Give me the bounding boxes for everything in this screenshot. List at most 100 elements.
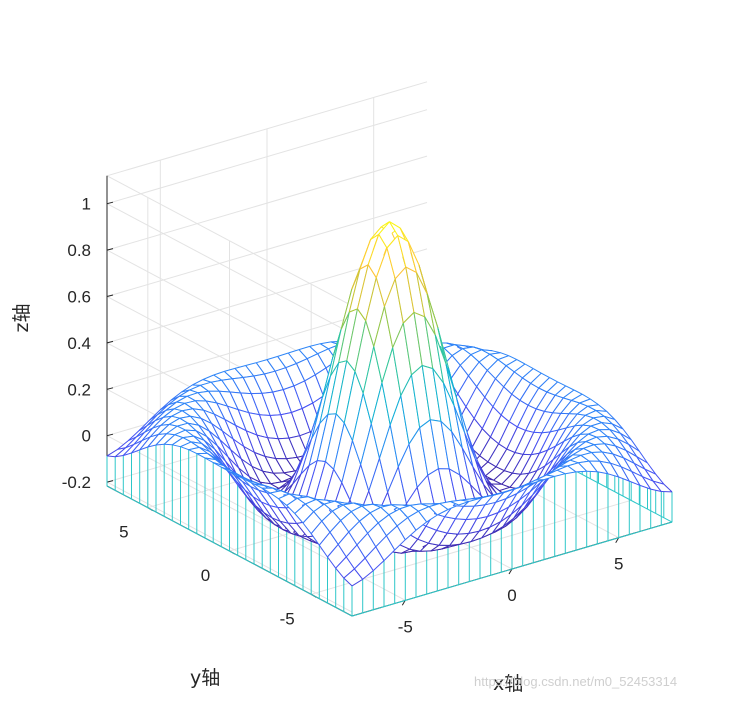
mesh-edge [343, 568, 355, 579]
mesh-face [474, 397, 493, 429]
mesh-face [203, 410, 223, 432]
mesh-edge [489, 352, 501, 355]
mesh-face [311, 375, 331, 439]
mesh-face [163, 408, 183, 418]
mesh-edge [450, 499, 462, 502]
mesh-edge [468, 530, 480, 534]
mesh-edge [555, 440, 565, 447]
mesh-edge [558, 446, 571, 462]
mesh-edge [397, 443, 410, 468]
mesh-edge [217, 445, 227, 462]
mesh-edge [481, 532, 493, 539]
mesh-edge [216, 402, 228, 407]
mesh-edge [462, 348, 472, 356]
mesh-edge [511, 393, 521, 401]
mesh-edge [401, 548, 410, 554]
mesh-edge [270, 481, 282, 485]
mesh-edge [392, 347, 402, 396]
mesh-edge [590, 422, 602, 427]
mesh-face [164, 434, 183, 445]
mesh-face [443, 383, 463, 449]
mesh-edge [427, 468, 439, 476]
mesh-edge [146, 414, 159, 426]
mesh-edge [595, 410, 605, 417]
mesh-edge [617, 438, 627, 451]
mesh-edge [291, 412, 301, 436]
mesh-face [333, 422, 353, 483]
mesh-face [522, 482, 541, 506]
mesh-edge [254, 452, 264, 472]
mesh-face [435, 335, 455, 407]
mesh-edge [591, 452, 601, 462]
mesh-edge [500, 414, 510, 423]
mesh-edge [503, 371, 515, 388]
mesh-edge [254, 452, 266, 457]
mesh-face [623, 458, 643, 477]
mesh-edge [208, 430, 221, 441]
mesh-edge [351, 268, 361, 290]
mesh-edge [527, 404, 537, 410]
mesh-edge [522, 377, 531, 384]
mesh-edge [495, 492, 505, 503]
mesh-edge [516, 486, 528, 494]
mesh-face [392, 323, 412, 396]
mesh-edge [154, 409, 167, 421]
mesh-edge [440, 421, 450, 469]
mesh-edge [570, 459, 579, 464]
mesh-edge [536, 408, 545, 412]
mesh-edge [327, 362, 340, 415]
mesh-edge [255, 362, 265, 375]
mesh-face [501, 394, 520, 422]
mesh-edge [338, 360, 347, 364]
mesh-face [555, 425, 575, 446]
mesh-edge [563, 397, 572, 401]
mesh-face [498, 421, 518, 449]
mesh-edge [152, 424, 162, 429]
mesh-edge [375, 277, 385, 307]
mesh-face [564, 425, 583, 442]
mesh-edge [242, 377, 252, 394]
mesh-edge [521, 491, 531, 506]
mesh-face [457, 375, 477, 407]
mesh-face [496, 449, 515, 471]
mesh-edge [149, 424, 162, 438]
mesh-edge [232, 377, 244, 380]
mesh-edge [288, 522, 300, 537]
mesh-edge [296, 363, 306, 382]
mesh-face [277, 507, 297, 524]
mesh-edge [397, 235, 409, 243]
mesh-edge [521, 494, 534, 506]
mesh-edge [261, 393, 271, 416]
mesh-edge [588, 433, 597, 438]
mesh-edge [434, 334, 447, 365]
mesh-face [267, 356, 286, 372]
mesh-edge [598, 404, 608, 412]
mesh-edge [184, 400, 196, 404]
mesh-edge [560, 400, 572, 414]
mesh-face [613, 454, 632, 472]
mesh-face [609, 429, 629, 445]
mesh-edge [609, 429, 621, 434]
mesh-edge [294, 513, 304, 524]
mesh-edge [569, 441, 579, 447]
mesh-edge [204, 457, 214, 464]
mesh-edge [203, 409, 213, 424]
mesh-edge [320, 341, 332, 345]
mesh-face [542, 452, 562, 479]
mesh-face [574, 415, 594, 426]
mesh-edge [536, 449, 549, 471]
mesh-edge [425, 525, 437, 531]
back-edge [106, 81, 428, 177]
mesh-edge [160, 423, 170, 426]
mesh-face [528, 388, 547, 409]
mesh-face [250, 486, 270, 506]
mesh-face [490, 415, 510, 444]
mesh-edge [332, 504, 344, 512]
mesh-edge [415, 521, 428, 531]
mesh-edge [270, 414, 281, 416]
mesh-edge [554, 385, 567, 396]
mesh-face [294, 380, 313, 409]
mesh-edge [313, 511, 323, 522]
mesh-face [156, 433, 175, 445]
mesh-edge [631, 471, 643, 478]
